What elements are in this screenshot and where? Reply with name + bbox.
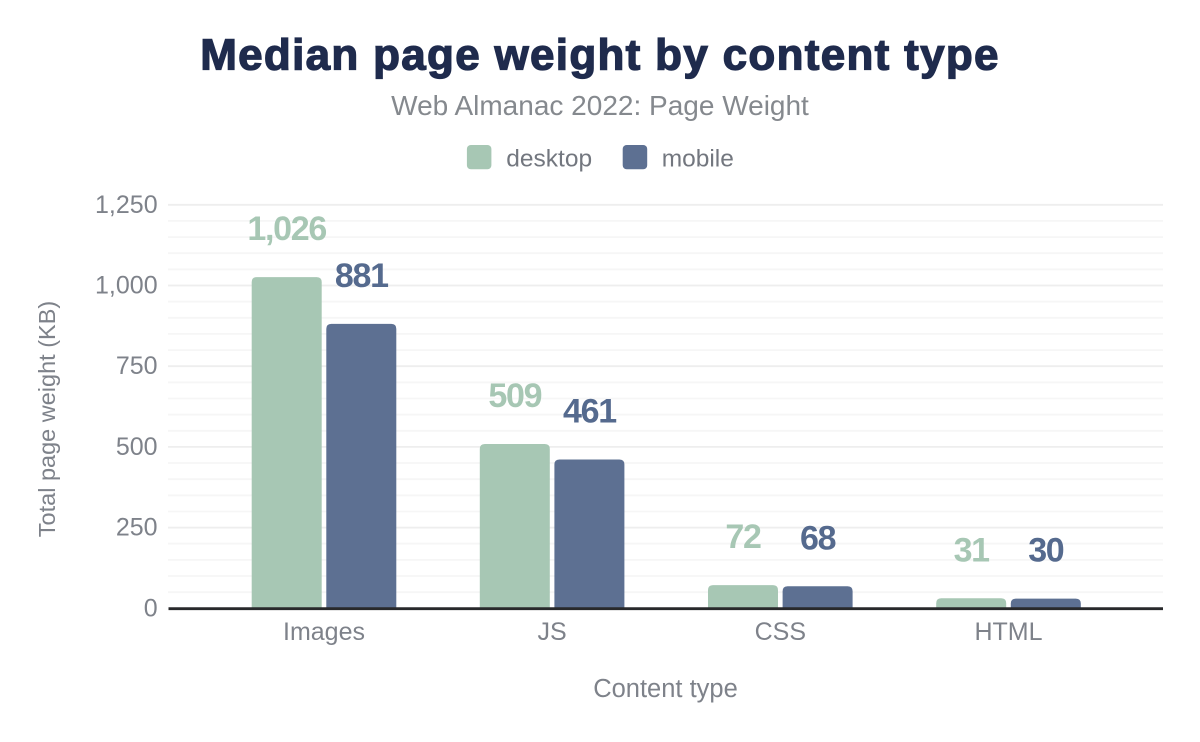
svg-text:1,000: 1,000 [95,272,158,300]
svg-text:0: 0 [144,594,158,622]
svg-text:750: 750 [116,352,158,380]
svg-text:HTML: HTML [974,618,1042,646]
svg-text:72: 72 [725,518,761,556]
svg-text:Images: Images [283,618,365,646]
svg-text:461: 461 [563,393,616,431]
svg-text:31: 31 [954,531,990,569]
svg-text:1,026: 1,026 [247,210,326,248]
svg-text:Content type: Content type [593,675,738,703]
svg-text:mobile: mobile [662,146,734,173]
svg-text:desktop: desktop [506,146,592,173]
svg-text:JS: JS [538,618,567,646]
svg-text:509: 509 [488,377,541,415]
svg-text:Median page weight by content: Median page weight by content type [200,31,1000,80]
svg-text:250: 250 [116,514,158,542]
svg-text:1,250: 1,250 [95,191,158,219]
svg-text:Total page weight (KB): Total page weight (KB) [34,301,60,537]
svg-text:CSS: CSS [755,618,806,646]
svg-text:68: 68 [800,519,836,557]
svg-text:881: 881 [335,257,388,295]
svg-text:Web Almanac 2022: Page Weight: Web Almanac 2022: Page Weight [391,90,809,121]
svg-text:30: 30 [1028,532,1064,570]
svg-text:500: 500 [116,433,158,461]
